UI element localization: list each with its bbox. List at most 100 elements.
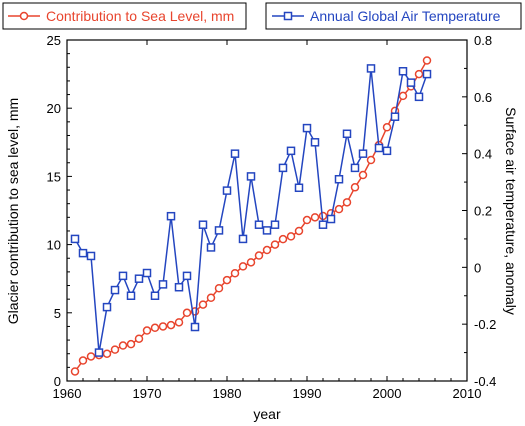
data-point-sea-level — [278, 234, 288, 244]
left-axis-title: Glacier contribution to sea level, mm — [5, 98, 21, 324]
data-point-air-temp — [286, 146, 296, 156]
data-point-sea-level — [206, 293, 216, 303]
legend-box-air-temp — [265, 2, 522, 30]
x-tick-label: 1960 — [53, 386, 82, 401]
x-axis-ticks: 1960 1970 1980 1990 2000 2010 — [53, 40, 482, 401]
data-point-sea-level — [70, 367, 80, 376]
data-point-sea-level — [302, 215, 312, 225]
data-point-sea-level — [350, 183, 360, 192]
data-point-air-temp — [278, 163, 288, 173]
data-point-air-temp — [310, 138, 320, 147]
data-point-air-temp — [342, 129, 352, 139]
data-point-sea-level — [102, 349, 112, 358]
data-point-air-temp — [254, 220, 264, 229]
data-point-air-temp — [350, 163, 360, 173]
left-tick-label: 10 — [47, 238, 61, 253]
data-point-air-temp — [334, 174, 344, 184]
legend-label-sea-level: Contribution to Sea Level, mm — [46, 8, 234, 24]
data-point-sea-level — [86, 352, 96, 361]
data-point-air-temp — [222, 186, 232, 195]
x-tick-label: 2000 — [373, 386, 402, 401]
data-point-sea-level — [134, 334, 144, 343]
data-point-air-temp — [262, 226, 272, 235]
right-axis-ticks: -0.4 -0.2 0 0.2 0.4 0.6 0.8 — [462, 33, 496, 389]
legend-marker-air-temp — [283, 11, 293, 21]
data-point-sea-level — [238, 262, 248, 271]
data-point-air-temp — [126, 291, 136, 300]
legend-box-sea-level — [2, 2, 247, 30]
data-point-air-temp — [118, 271, 128, 281]
left-tick-label: 25 — [47, 33, 61, 48]
x-tick-label: 1970 — [133, 386, 162, 401]
right-tick-label: 0.2 — [474, 204, 492, 219]
data-point-air-temp — [318, 220, 328, 229]
data-point-sea-level — [262, 245, 272, 255]
data-point-air-temp — [70, 234, 80, 244]
data-point-air-temp — [150, 291, 160, 300]
data-point-air-temp — [166, 211, 176, 221]
data-point-air-temp — [110, 285, 120, 295]
data-point-sea-level — [422, 56, 432, 65]
data-point-sea-level — [382, 123, 392, 132]
series-layer — [70, 56, 432, 376]
data-point-air-temp — [398, 67, 408, 76]
data-point-air-temp — [366, 64, 376, 73]
data-point-air-temp — [414, 92, 424, 102]
left-tick-label: 0 — [54, 374, 61, 389]
x-tick-label: 1980 — [213, 386, 242, 401]
data-point-air-temp — [358, 149, 368, 158]
data-point-air-temp — [294, 183, 304, 193]
data-point-sea-level — [142, 326, 152, 335]
data-point-sea-level — [310, 213, 320, 222]
x-tick-label: 2010 — [453, 386, 482, 401]
right-tick-label: 0.4 — [474, 147, 492, 162]
data-point-air-temp — [270, 220, 280, 229]
series-line-air-temp — [74, 68, 428, 353]
data-point-sea-level — [230, 268, 240, 278]
data-point-sea-level — [270, 240, 280, 249]
data-point-sea-level — [358, 170, 368, 180]
left-tick-label: 20 — [47, 101, 61, 116]
left-tick-label: 15 — [47, 169, 61, 184]
data-point-air-temp — [422, 69, 432, 79]
data-point-air-temp — [174, 282, 184, 292]
data-point-air-temp — [134, 274, 144, 283]
data-point-air-temp — [182, 271, 192, 281]
data-point-sea-level — [126, 339, 136, 349]
data-point-air-temp — [246, 172, 256, 181]
data-point-sea-level — [110, 345, 120, 354]
right-tick-label: 0.8 — [474, 33, 492, 48]
legend-label-air-temp: Annual Global Air Temperature — [310, 8, 501, 24]
data-point-sea-level — [398, 91, 408, 101]
data-point-sea-level — [286, 232, 296, 241]
data-point-air-temp — [302, 123, 312, 133]
x-axis-title: year — [253, 406, 281, 422]
data-point-sea-level — [414, 69, 424, 79]
data-point-sea-level — [182, 308, 192, 318]
data-point-sea-level — [158, 322, 168, 331]
data-point-sea-level — [254, 251, 264, 260]
data-point-air-temp — [198, 220, 208, 229]
data-point-air-temp — [142, 268, 152, 278]
right-axis-title: Surface air temperature, anomaly — [503, 107, 519, 315]
data-point-sea-level — [214, 283, 224, 293]
data-point-air-temp — [214, 226, 224, 235]
data-point-air-temp — [326, 214, 336, 224]
data-point-air-temp — [86, 251, 96, 261]
data-point-air-temp — [374, 143, 384, 153]
right-tick-label: 0.6 — [474, 90, 492, 105]
data-point-air-temp — [206, 243, 216, 252]
right-tick-label: -0.2 — [474, 317, 496, 332]
x-tick-label: 1990 — [293, 386, 322, 401]
data-point-sea-level — [294, 226, 304, 236]
data-point-air-temp — [102, 302, 112, 312]
data-point-sea-level — [222, 275, 232, 285]
data-point-air-temp — [190, 322, 200, 332]
data-point-sea-level — [334, 204, 344, 214]
right-tick-label: -0.4 — [474, 374, 496, 389]
data-point-air-temp — [390, 112, 400, 121]
legend-item-air-temp: Annual Global Air Temperature — [265, 2, 522, 30]
legend-marker-sea-level — [19, 11, 29, 21]
data-point-sea-level — [78, 356, 88, 365]
data-point-air-temp — [94, 348, 104, 357]
